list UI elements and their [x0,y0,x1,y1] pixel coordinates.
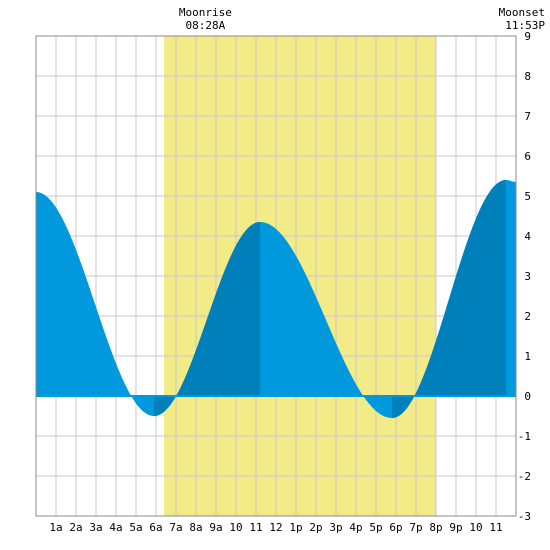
x-tick-label: 10 [469,521,482,534]
x-tick-label: 7a [169,521,182,534]
x-tick-label: 6p [389,521,402,534]
x-tick-label: 9p [449,521,462,534]
x-tick-label: 10 [229,521,242,534]
plot-frame [35,35,517,517]
x-axis-ticks: 1a 2a 3a 4a 5a 6a 7a 8a 9a 10 11 12 1p 2p 3p 4p 5p 6p 7p 8p… [49,521,502,534]
x-tick-label: 2a [69,521,82,534]
x-tick-label: 1a [49,521,62,534]
x-tick-label: 7p [409,521,422,534]
y-tick-label: 3 [524,270,531,283]
x-tick-label: 3p [329,521,342,534]
tide-rising-band [154,222,260,416]
x-tick-label: 6a [149,521,162,534]
moon-event-time: 08:28A [186,19,226,32]
plot-border [35,35,517,517]
y-tick-label: -2 [518,470,531,483]
y-tick-label: 2 [524,310,531,323]
x-tick-label: 5a [129,521,142,534]
y-tick-label: -3 [518,510,531,523]
x-tick-label: 2p [309,521,322,534]
x-tick-label: 4a [109,521,122,534]
y-tick-label: 4 [524,230,531,243]
y-axis-ticks: -3 -2 -1 0 1 2 3 4 5 6 7 8 9 [518,30,532,523]
x-tick-label: 11 [489,521,502,534]
y-tick-label: 6 [524,150,531,163]
tide-area [36,180,516,418]
y-tick-label: 8 [524,70,531,83]
y-tick-label: -1 [518,430,531,443]
x-tick-label: 9a [209,521,222,534]
x-tick-label: 4p [349,521,362,534]
x-tick-label: 12 [269,521,282,534]
moon-event-title: Moonset [499,6,545,19]
y-tick-label: 0 [524,390,531,403]
y-tick-label: 9 [524,30,531,43]
x-tick-label: 5p [369,521,382,534]
moon-event-title: Moonrise [179,6,232,19]
tide-series-area [36,180,516,418]
x-tick-label: 8a [189,521,202,534]
tide-rising-band [392,180,506,418]
x-tick-label: 1p [289,521,302,534]
y-tick-label: 5 [524,190,531,203]
y-tick-label: 1 [524,350,531,363]
x-tick-label: 8p [429,521,442,534]
x-tick-label: 3a [89,521,102,534]
moon-event-time: 11:53P [505,19,545,32]
x-tick-label: 11 [249,521,262,534]
y-tick-label: 7 [524,110,531,123]
